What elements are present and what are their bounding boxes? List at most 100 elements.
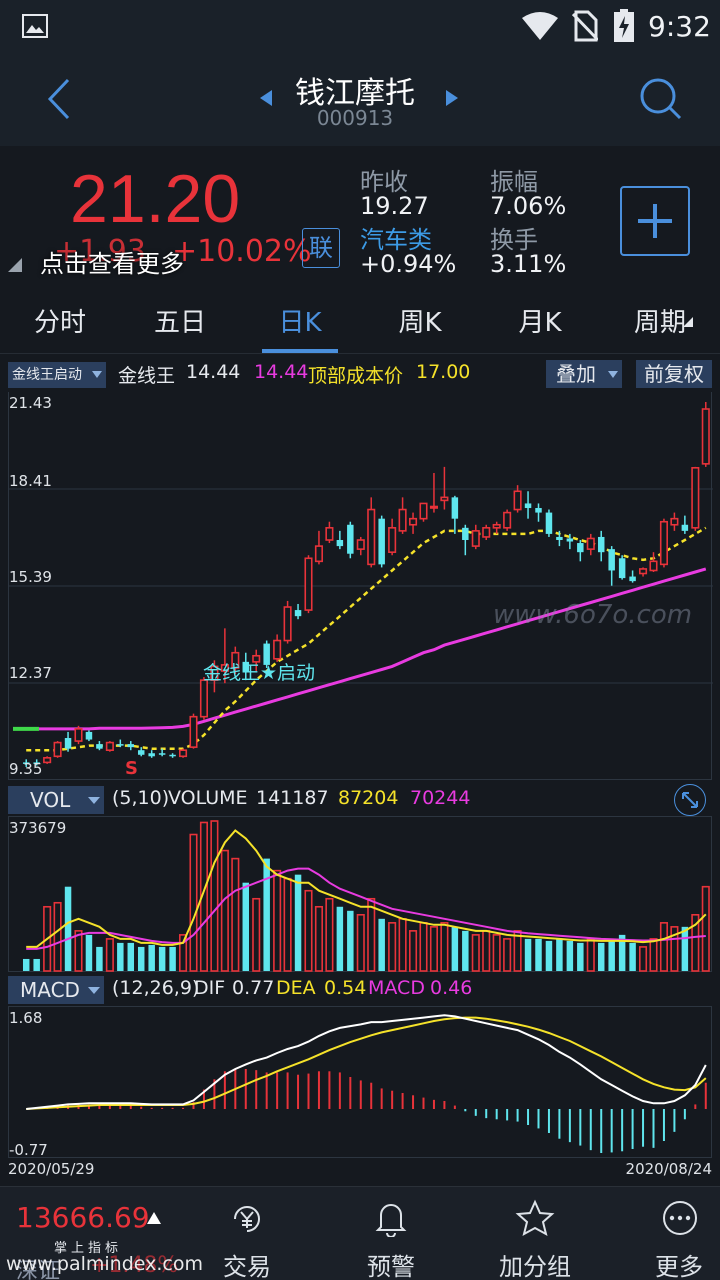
candle-body — [535, 508, 542, 513]
tab-weekly-k[interactable]: 周K — [398, 308, 442, 338]
adjust-button[interactable]: 前复权 — [636, 360, 712, 388]
dif-value: 0.77 — [232, 977, 275, 999]
volume-bar — [189, 833, 198, 972]
tab-period[interactable]: 周期 — [633, 308, 686, 338]
macd-chart[interactable]: 1.68 -0.77 — [8, 1006, 712, 1159]
price-change: +1.93 — [54, 234, 146, 269]
add-watchlist-button[interactable] — [620, 186, 690, 256]
expand-button[interactable] — [674, 784, 706, 816]
turnover-label: 换手 — [490, 226, 538, 254]
volume-ma5: 87204 — [338, 787, 399, 809]
stock-name: 钱江摩托 — [295, 76, 415, 111]
volume-bar — [325, 897, 334, 972]
candle-body — [210, 665, 219, 681]
tab-monthly-k[interactable]: 月K — [518, 308, 562, 338]
macd-plot — [26, 1014, 707, 1153]
next-stock-icon[interactable] — [444, 88, 460, 108]
tab-five-day[interactable]: 五日 — [153, 308, 206, 338]
macd-params: (12,26,9) — [112, 977, 200, 999]
candle-body — [681, 524, 689, 531]
chevron-down-icon — [88, 797, 100, 804]
nav-alert[interactable]: 预警 — [319, 1187, 463, 1280]
candle-body — [179, 749, 188, 758]
volume-chart[interactable]: 373679 — [8, 816, 712, 972]
more-icon — [663, 1201, 697, 1235]
wifi-icon — [522, 12, 558, 40]
top-cost-value: 17.00 — [416, 361, 471, 383]
nav-more-label: 更多 — [655, 1253, 703, 1280]
candle-body — [53, 741, 62, 758]
price-tick-max: 21.43 — [9, 394, 52, 412]
candle-body — [608, 549, 615, 571]
index-ticker[interactable]: 13666.69 掌上指标 深证 +1.48% www.palmindex.co… — [0, 1187, 203, 1280]
signal-label: 金线王★启动 — [203, 662, 316, 684]
candle-body — [513, 490, 522, 511]
volume-select[interactable]: VOL — [8, 786, 104, 814]
turnover-value: 3.11% — [490, 250, 567, 278]
amplitude-label: 振幅 — [490, 168, 538, 196]
sector-label[interactable]: 汽车类 — [360, 226, 432, 254]
volume-bar — [273, 869, 282, 972]
volume-bar — [378, 918, 385, 971]
volume-bar — [639, 946, 648, 972]
corner-indicator-icon — [8, 258, 22, 272]
indicator-select[interactable]: 金线王启动 — [8, 362, 106, 388]
tab-daily-k[interactable]: 日K — [278, 308, 322, 338]
candle-body — [398, 508, 407, 532]
candle-body — [440, 496, 449, 502]
volume-bar — [670, 926, 679, 972]
quote-panel[interactable]: 21.20 +1.93 +10.02% 联 点击查看更多 昨收 19.27 振幅… — [0, 146, 720, 294]
volume-tick-max: 373679 — [9, 819, 67, 837]
macd-select[interactable]: MACD — [8, 976, 104, 1004]
search-icon[interactable] — [636, 74, 684, 122]
candle-body — [670, 517, 679, 526]
last-price: 21.20 — [70, 161, 241, 237]
back-icon[interactable] — [40, 76, 76, 122]
candlestick-chart[interactable]: 21.43 18.41 15.39 12.37 9.35 金线王★启动 S ww… — [8, 392, 713, 780]
volume-bar — [513, 930, 522, 972]
candle-body — [242, 661, 250, 673]
volume-ma5-line — [26, 829, 707, 948]
candle-body — [304, 557, 313, 611]
dropdown-corner-icon — [683, 317, 693, 327]
candle-body — [148, 753, 155, 757]
volume-bar — [64, 886, 72, 971]
volume-bar — [283, 877, 292, 972]
date-end: 2020/08/24 — [625, 1160, 712, 1178]
volume-bar — [169, 946, 176, 971]
candle-body — [325, 527, 334, 541]
dea-label: DEA — [276, 977, 316, 999]
overlay-button[interactable]: 叠加 — [546, 360, 622, 388]
candle-body — [524, 503, 532, 509]
nav-alert-label: 预警 — [367, 1253, 415, 1280]
volume-bar — [137, 946, 145, 971]
candle-body — [294, 610, 302, 617]
macd-select-label: MACD — [20, 978, 80, 1002]
index-name: 深证 — [16, 1259, 61, 1280]
volume-bar — [608, 938, 615, 971]
indicator-value-2: 14.44 — [254, 361, 309, 383]
chart-watermark: www.6o7o.com — [493, 600, 693, 630]
macd-info-bar: MACD (12,26,9) DIF 0.77 DEA 0.54 MACD 0.… — [0, 972, 720, 1006]
tab-underline — [262, 349, 338, 353]
prev-stock-icon[interactable] — [258, 88, 274, 108]
gallery-icon — [22, 14, 48, 38]
index-value: 13666.69 — [16, 1201, 150, 1234]
dea-line — [26, 1016, 707, 1110]
ma-line-yellow — [26, 526, 707, 752]
volume-bar — [503, 938, 512, 972]
nav-add-group[interactable]: 加分组 — [463, 1187, 607, 1280]
toast-more[interactable]: 点击查看更多 — [40, 250, 184, 278]
candle-body — [618, 558, 626, 579]
nav-trade[interactable]: 交易 — [175, 1187, 319, 1280]
volume-bar — [314, 905, 323, 972]
amplitude-value: 7.06% — [490, 192, 567, 220]
link-button[interactable]: 联 — [302, 228, 340, 268]
candle-body — [283, 606, 292, 642]
tab-intraday[interactable]: 分时 — [33, 308, 86, 338]
volume-bar — [577, 942, 584, 971]
sell-mark: S — [125, 758, 138, 779]
bottom-nav: 13666.69 掌上指标 深证 +1.48% www.palmindex.co… — [0, 1186, 720, 1280]
nav-more[interactable]: 更多 — [607, 1187, 720, 1280]
top-cost-label: 顶部成本价 — [308, 365, 404, 387]
